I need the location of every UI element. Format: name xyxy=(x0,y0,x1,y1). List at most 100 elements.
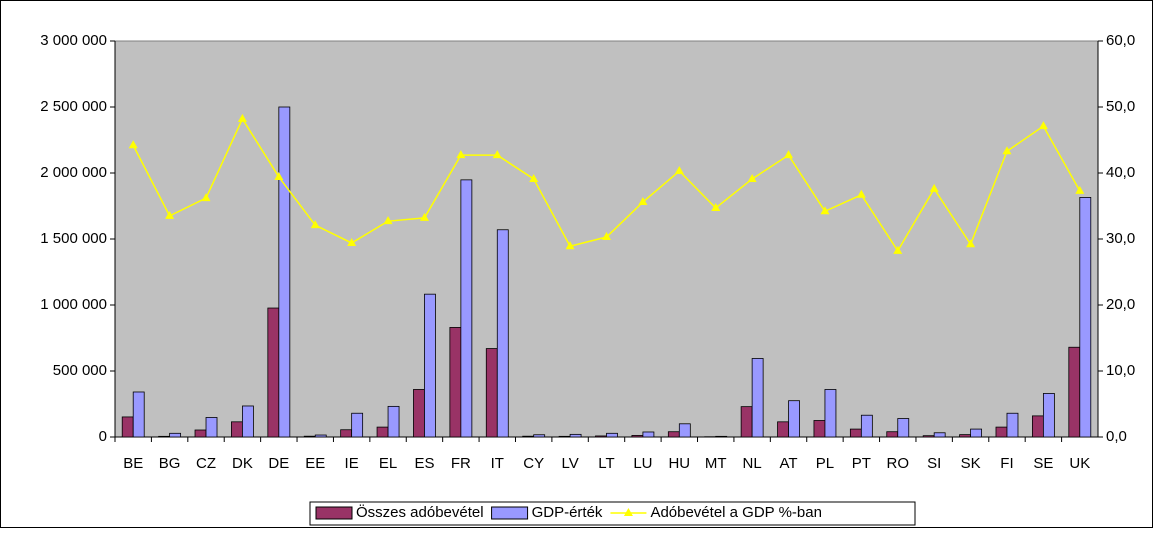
bar xyxy=(850,429,861,437)
bar xyxy=(450,327,461,437)
y-tick-label: 500 000 xyxy=(53,362,107,379)
x-tick-label: MT xyxy=(705,455,727,472)
y-tick-label: 1 000 000 xyxy=(40,296,107,313)
bar xyxy=(668,432,679,437)
bar xyxy=(778,422,789,437)
x-tick-label: ES xyxy=(414,455,434,472)
bar xyxy=(1043,393,1054,437)
y2-tick-label: 50,0 xyxy=(1106,98,1135,115)
bar xyxy=(971,429,982,437)
legend-swatch xyxy=(492,507,528,519)
bar xyxy=(231,422,242,437)
y2-tick-label: 20,0 xyxy=(1106,296,1135,313)
x-tick-label: FI xyxy=(1000,455,1013,472)
x-tick-label: LU xyxy=(633,455,652,472)
bar xyxy=(632,435,643,437)
x-tick-label: NL xyxy=(743,455,762,472)
x-tick-label: PL xyxy=(816,455,834,472)
y2-tick-label: 60,0 xyxy=(1106,32,1135,49)
bar xyxy=(1069,347,1080,437)
bar xyxy=(825,389,836,437)
x-tick-label: EE xyxy=(305,455,325,472)
x-tick-label: LV xyxy=(561,455,578,472)
y2-tick-label: 40,0 xyxy=(1106,164,1135,181)
bar xyxy=(388,406,399,437)
x-tick-label: RO xyxy=(887,455,910,472)
y-tick-label: 2 500 000 xyxy=(40,98,107,115)
x-tick-label: DK xyxy=(232,455,253,472)
x-tick-label: IT xyxy=(491,455,504,472)
bar xyxy=(716,436,727,437)
bar xyxy=(413,389,424,437)
x-tick-label: HU xyxy=(668,455,690,472)
bar xyxy=(268,308,279,437)
bar xyxy=(643,432,654,437)
bar xyxy=(461,180,472,437)
bar xyxy=(352,413,363,437)
bar xyxy=(570,434,581,437)
bar xyxy=(960,435,971,437)
bar xyxy=(607,433,618,437)
bar xyxy=(133,392,144,437)
y-tick-label: 0 xyxy=(99,428,107,445)
y2-tick-label: 0,0 xyxy=(1106,428,1127,445)
bar xyxy=(789,401,800,437)
x-tick-label: EL xyxy=(379,455,397,472)
bar xyxy=(377,427,388,437)
bar xyxy=(424,294,435,437)
x-tick-label: SE xyxy=(1033,455,1053,472)
x-tick-label: BE xyxy=(123,455,143,472)
bar xyxy=(315,435,326,437)
legend-label: Adóbevétel a GDP %-ban xyxy=(650,504,822,521)
bar xyxy=(679,424,690,437)
bar xyxy=(559,436,570,437)
bar xyxy=(814,421,825,438)
y2-tick-label: 10,0 xyxy=(1106,362,1135,379)
bar xyxy=(206,417,217,437)
legend-swatch xyxy=(316,507,352,519)
legend-label: Összes adóbevétel xyxy=(356,503,484,521)
x-tick-label: AT xyxy=(780,455,798,472)
y-tick-label: 3 000 000 xyxy=(40,32,107,49)
x-tick-label: SI xyxy=(927,455,941,472)
bar xyxy=(534,435,545,437)
bar xyxy=(304,436,315,437)
bar xyxy=(159,436,170,437)
y-tick-label: 2 000 000 xyxy=(40,164,107,181)
bar xyxy=(752,358,763,437)
x-tick-label: LT xyxy=(598,455,614,472)
x-tick-label: CZ xyxy=(196,455,216,472)
bar xyxy=(170,433,181,437)
bar xyxy=(861,415,872,437)
x-tick-label: PT xyxy=(852,455,871,472)
bar xyxy=(486,349,497,437)
bar xyxy=(934,433,945,437)
bar xyxy=(1007,413,1018,437)
y2-tick-label: 30,0 xyxy=(1106,230,1135,247)
x-tick-label: CY xyxy=(523,455,544,472)
bar xyxy=(741,407,752,437)
x-tick-label: BG xyxy=(159,455,181,472)
x-tick-label: FR xyxy=(451,455,471,472)
bar xyxy=(996,427,1007,437)
x-tick-label: SK xyxy=(961,455,981,472)
bar xyxy=(1032,416,1043,437)
bar xyxy=(1080,197,1091,437)
x-tick-label: IE xyxy=(345,455,359,472)
bar xyxy=(195,430,206,437)
bar xyxy=(887,432,898,437)
y-tick-label: 1 500 000 xyxy=(40,230,107,247)
legend-label: GDP-érték xyxy=(532,504,603,521)
bar xyxy=(596,436,607,437)
x-tick-label: DE xyxy=(268,455,289,472)
bar xyxy=(242,406,253,437)
bar xyxy=(523,436,534,437)
bar xyxy=(898,419,909,437)
bar xyxy=(341,430,352,437)
bar xyxy=(923,436,934,437)
bar xyxy=(497,230,508,437)
x-tick-label: UK xyxy=(1069,455,1090,472)
bar xyxy=(279,107,290,437)
bar xyxy=(122,417,133,437)
